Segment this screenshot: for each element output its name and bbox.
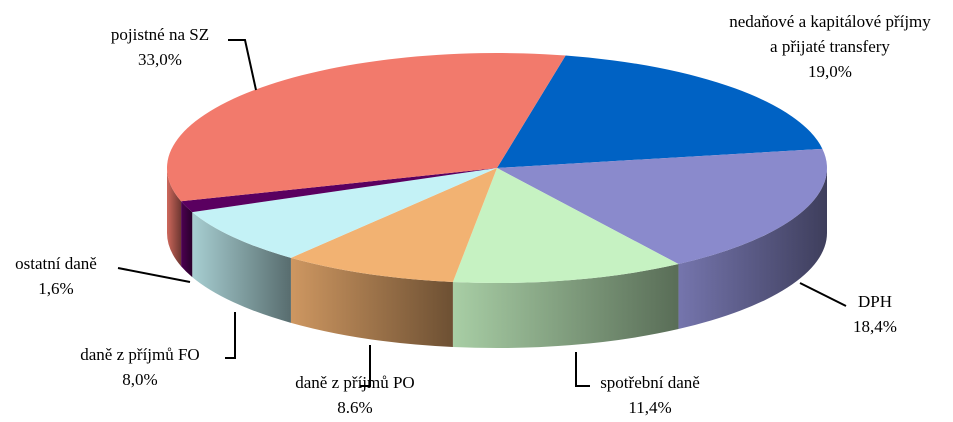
- slice-label: daně z příjmů FO 8,0%: [55, 342, 225, 392]
- category-label: spotřební daně: [600, 373, 700, 392]
- slice: [166, 53, 566, 202]
- value-label: 33,0%: [138, 50, 182, 69]
- value-label: 11,4%: [628, 398, 672, 417]
- category-label: pojistné na SZ: [110, 25, 210, 44]
- slice-side: [181, 201, 193, 278]
- slice-label: spotřební daně 11,4%: [580, 370, 720, 420]
- category-label: daně z příjmů FO: [80, 345, 200, 364]
- slice: [290, 168, 497, 282]
- leader-line: [117, 267, 191, 283]
- leader-line: [228, 39, 257, 91]
- slice-label: daně z příjmů PO 8.6%: [270, 370, 440, 420]
- leader-lines: [117, 39, 847, 387]
- leader-line: [360, 345, 371, 387]
- slice: [497, 55, 823, 168]
- value-label: 1,6%: [38, 279, 74, 298]
- slice: [452, 168, 679, 283]
- value-label: 19,0%: [808, 62, 852, 81]
- category-label: daně z příjmů PO: [295, 373, 415, 392]
- slice: [181, 168, 497, 213]
- leader-line: [575, 352, 590, 387]
- slice-label: DPH 18,4%: [815, 289, 935, 339]
- slice-side: [452, 264, 679, 348]
- category-label: DPH: [857, 292, 892, 311]
- category-label: nedaňové a kapitálové příjmy a přijaté t…: [729, 12, 931, 56]
- slice-label: nedaňové a kapitálové příjmy a přijaté t…: [725, 9, 935, 84]
- category-label: ostatní daně: [15, 254, 97, 273]
- slice-label: pojistné na SZ 33,0%: [90, 22, 230, 72]
- leader-line: [799, 282, 847, 307]
- slice-side: [167, 168, 182, 267]
- value-label: 8.6%: [337, 398, 373, 417]
- slice-side: [678, 168, 827, 330]
- slice-label: ostatní daně 1,6%: [0, 251, 112, 301]
- slice-side: [290, 257, 453, 347]
- value-label: 18,4%: [853, 317, 897, 336]
- leader-line: [225, 312, 236, 359]
- value-label: 8,0%: [122, 370, 158, 389]
- slice: [192, 168, 497, 258]
- slice: [497, 148, 827, 265]
- slice-side: [192, 212, 291, 323]
